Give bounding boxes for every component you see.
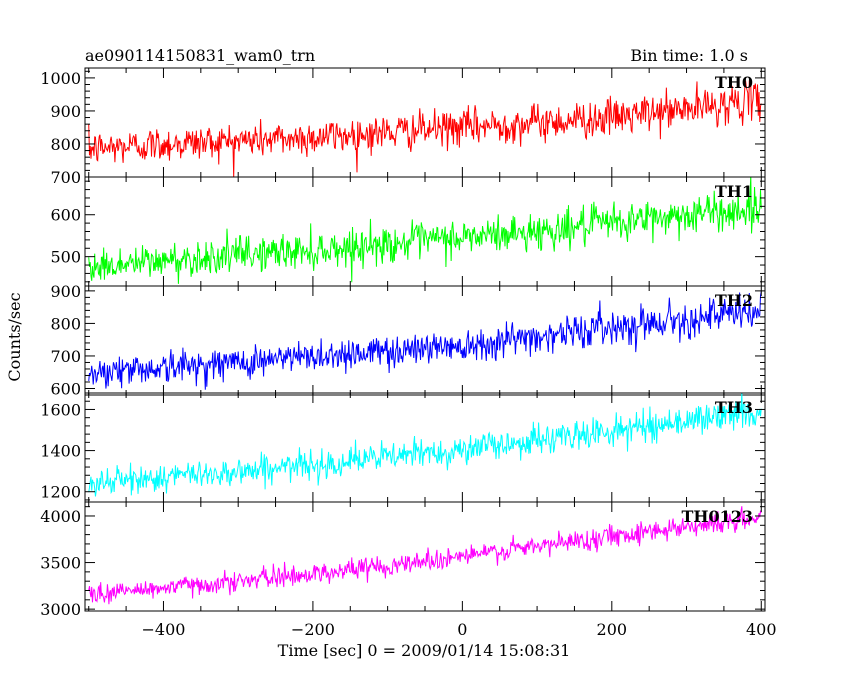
panels-group: 700 800 900 1000 TH0 500 600 TH1 600 700 800 900 TH2… xyxy=(40,67,766,619)
series-line-th2 xyxy=(88,291,762,390)
y-tick-label: 700 xyxy=(50,168,81,187)
series-label: TH1 xyxy=(715,182,753,201)
y-tick-label: 600 xyxy=(50,206,81,225)
panel-th0123: 3000 3500 4000 TH0123 xyxy=(40,501,766,619)
panel-th0: 700 800 900 1000 TH0 xyxy=(40,67,766,187)
y-tick-label: 900 xyxy=(50,102,81,121)
series-label: TH0123 xyxy=(681,507,753,526)
panel-th1: 500 600 TH1 xyxy=(50,176,766,287)
y-tick-label: 4000 xyxy=(40,507,81,526)
series-label: TH0 xyxy=(715,73,753,92)
panel-frame xyxy=(84,501,766,612)
y-tick-label: 3500 xyxy=(40,554,81,573)
x-tick-label: 200 xyxy=(597,620,628,639)
chart-title: ae090114150831_wam0_trn xyxy=(85,46,315,65)
y-tick-label: 500 xyxy=(50,248,81,267)
panel-frame xyxy=(84,67,766,178)
series-label: TH3 xyxy=(715,398,753,417)
x-tick-label: 400 xyxy=(746,620,777,639)
y-tick-label: 700 xyxy=(50,347,81,366)
x-axis-label: Time [sec] 0 = 2009/01/14 15:08:31 xyxy=(278,641,571,660)
y-tick-label: 600 xyxy=(50,379,81,398)
panel-th2: 600 700 800 900 TH2 xyxy=(50,282,766,398)
y-tick-label: 1400 xyxy=(40,442,81,461)
x-tick-label: 0 xyxy=(457,620,467,639)
x-tick-label: −200 xyxy=(291,620,335,639)
y-axis-label: Counts/sec xyxy=(5,292,24,381)
panel-frame xyxy=(84,392,766,503)
y-tick-label: 3000 xyxy=(40,600,81,619)
panel-frame xyxy=(84,285,766,396)
x-tick-label: −400 xyxy=(141,620,185,639)
series-line-th1 xyxy=(88,177,762,284)
y-tick-label: 1600 xyxy=(40,400,81,419)
y-tick-label: 900 xyxy=(50,282,81,301)
y-tick-label: 1000 xyxy=(40,69,81,88)
y-tick-label: 800 xyxy=(50,135,81,154)
y-tick-label: 1200 xyxy=(40,483,81,502)
x-axis: −400 −200 0 200 400 xyxy=(141,620,776,639)
y-tick-label: 800 xyxy=(50,314,81,333)
bin-time-label: Bin time: 1.0 s xyxy=(630,46,748,65)
series-line-th3 xyxy=(88,393,762,497)
series-label: TH2 xyxy=(715,291,753,310)
panel-th3: 1200 1400 1600 TH3 xyxy=(40,392,766,503)
series-line-th0123 xyxy=(88,506,762,605)
series-line-th0 xyxy=(88,80,762,177)
